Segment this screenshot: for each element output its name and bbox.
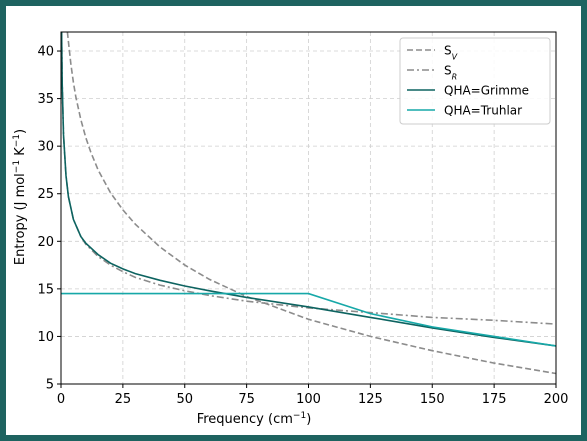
x-tick-label: 175 [482,392,507,407]
legend-label-3: QHA=Truhlar [444,104,522,118]
y-tick-label: 20 [37,235,54,250]
x-tick-label: 150 [420,392,445,407]
x-tick-label: 25 [115,392,132,407]
series-line-3 [61,292,556,347]
y-tick-label: 10 [37,330,54,345]
legend-label-2: QHA=Grimme [444,84,529,98]
entropy-chart: 0 25 50 75 100 125 150 175 200 5 10 15 20 25 30 35 40 Fr… [12,31,568,427]
x-axis-label: Frequency (cm−1) [197,411,312,427]
x-tick-label: 0 [57,392,65,407]
legend-label-1: SR [444,64,457,82]
legend-items: SV SR QHA=Grimme QHA=Truhlar [407,44,529,118]
y-tick-label: 30 [37,140,54,155]
y-tick-label: 15 [37,282,54,297]
legend-box [399,37,551,125]
ticks: 0 25 50 75 100 125 150 175 200 5 10 15 20 25 30 35 40 [37,45,568,407]
series-lines [61,32,556,375]
legend: SV SR QHA=Grimme QHA=Truhlar [399,37,551,125]
x-tick-label: 200 [544,392,569,407]
series-line-0 [66,32,556,375]
y-tick-label: 25 [37,187,54,202]
series-line-2 [61,32,556,347]
y-tick-label: 40 [37,45,54,60]
x-tick-label: 50 [176,392,193,407]
x-tick-label: 75 [238,392,255,407]
x-tick-label: 125 [358,392,383,407]
legend-label-0: SV [444,44,458,62]
x-tick-label: 100 [296,392,321,407]
y-tick-label: 35 [37,92,54,107]
figure-frame: 0 25 50 75 100 125 150 175 200 5 10 15 20 25 30 35 40 Fr… [6,6,581,435]
y-axis-label: Entropy (J mol−1 K−1) [12,129,28,265]
y-tick-label: 5 [46,378,54,393]
